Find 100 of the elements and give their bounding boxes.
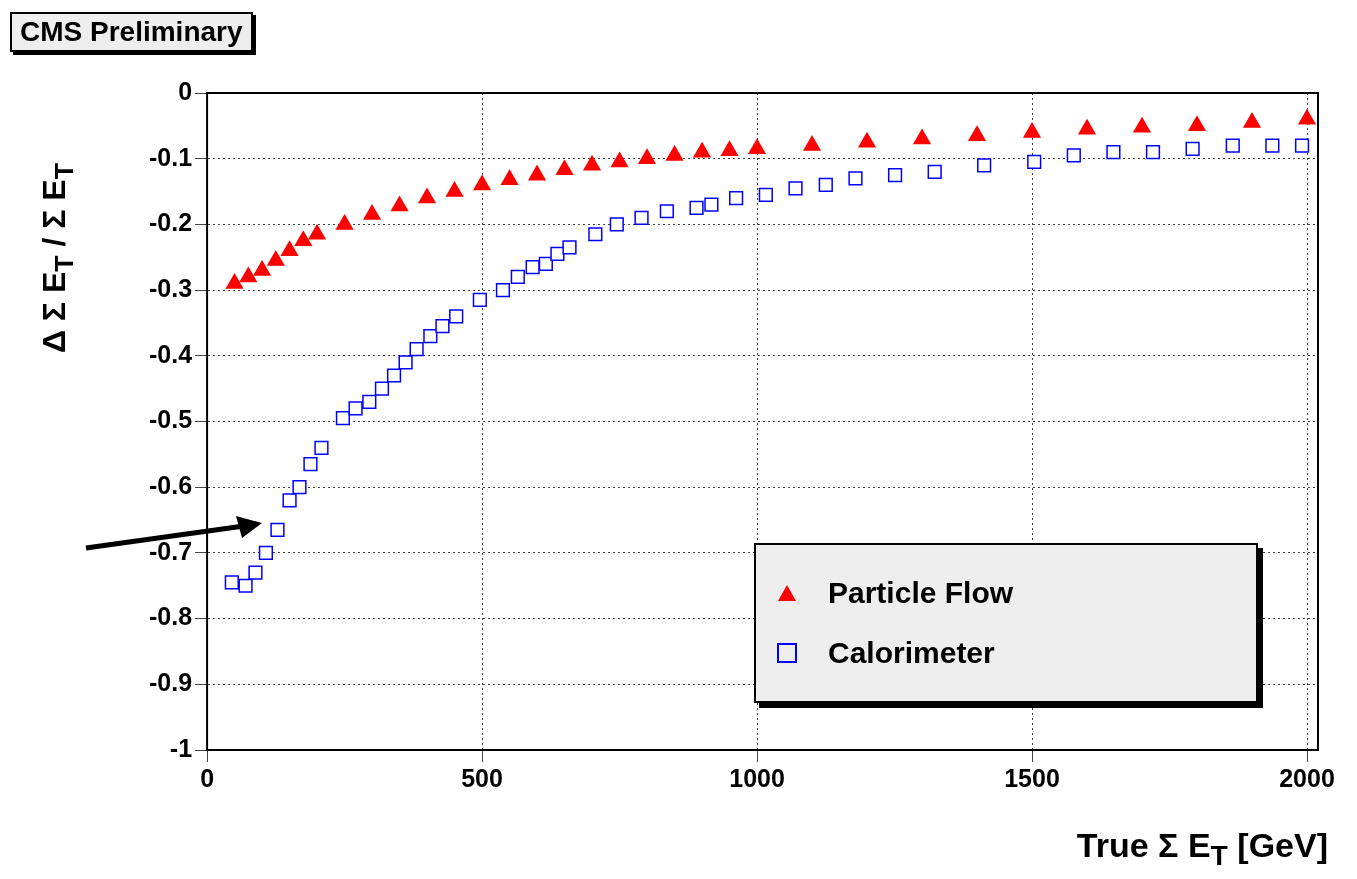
x-axis-title: True Σ E$_{T}$ [GeV] [1076,826,1328,872]
legend-label: Particle Flow [828,576,1014,610]
x-tick-label: 1000 [729,763,785,792]
point [281,240,299,256]
point [292,480,307,495]
x-tick-label: 1500 [1004,763,1060,792]
point [693,142,711,158]
point [913,129,931,145]
point [423,328,438,344]
point [1185,141,1200,156]
point [588,227,603,242]
legend-label: Calorimeter [828,636,995,670]
point [362,394,377,409]
x-tick-label: 2000 [1279,763,1335,792]
point [538,256,553,271]
y-tick-label: -0.3 [148,273,193,302]
point [267,250,285,266]
point [363,204,381,220]
point [550,246,565,262]
point [659,204,674,219]
point [1106,145,1121,160]
point [238,578,253,593]
point [528,165,546,181]
point [270,522,285,538]
point [336,214,354,230]
point [556,160,574,176]
point [335,411,351,426]
point [294,231,312,247]
point [391,196,409,212]
point [927,164,942,179]
point [666,145,684,161]
x-tick-label: 0 [200,763,215,792]
point [226,273,244,289]
point [348,401,363,416]
point [303,457,318,472]
point [689,200,704,216]
point [1243,112,1261,128]
y-tick-label: -0.7 [148,536,193,565]
x-tick-label: 500 [461,763,503,792]
point [418,188,436,204]
y-tick-label: -0.1 [148,142,193,171]
y-tick-label: -0.9 [148,668,193,697]
y-tick-label: -0.8 [148,602,193,631]
y-tick-label: -0.2 [148,208,193,237]
point [968,125,986,141]
point [858,132,876,148]
point [788,181,803,196]
point [803,135,821,151]
point [314,440,329,455]
point [398,355,413,370]
point [1225,138,1240,153]
point [386,368,402,383]
point [510,269,525,285]
point [611,152,629,168]
point [224,575,239,590]
point [1066,148,1081,163]
point [253,260,271,276]
point [1298,109,1316,125]
point [472,292,487,308]
point [609,217,624,232]
point [308,224,326,240]
point [282,493,297,508]
chart-title: CMS Preliminary [10,12,253,52]
point [748,139,766,155]
point [409,342,424,357]
point [239,267,257,283]
point [1294,138,1310,153]
point [525,259,540,275]
point [583,155,601,171]
point [435,319,450,334]
point [1078,119,1096,135]
point [473,175,491,191]
point [258,545,274,561]
point [1145,145,1161,160]
point [501,169,519,185]
point [704,197,719,212]
point [729,191,744,206]
point [887,168,903,183]
point [1188,116,1206,132]
point [638,148,656,164]
point [248,565,263,580]
point [374,381,390,396]
y-tick-label: -0.4 [148,339,193,368]
point [977,158,992,173]
point [562,240,577,255]
y-tick-label: -0.5 [148,405,193,434]
point [721,141,739,157]
y-tick-label: -0.6 [148,471,193,500]
point [1265,138,1280,153]
point [1023,122,1041,138]
point [634,210,649,225]
point [758,187,773,202]
point [818,177,833,193]
point [1027,154,1042,170]
point [848,171,863,186]
y-tick-label: -1 [169,733,193,762]
point [449,309,464,324]
point [1133,117,1151,133]
point [495,282,511,298]
y-tick-label: 0 [178,76,193,105]
